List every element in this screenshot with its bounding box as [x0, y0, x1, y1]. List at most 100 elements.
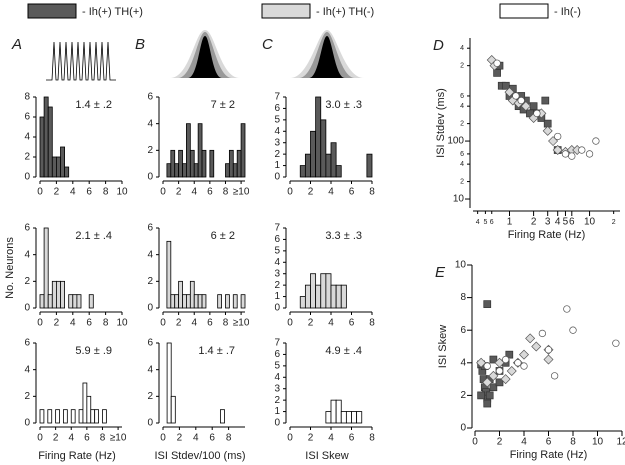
x-tick-label: 6: [86, 318, 92, 329]
bar: [39, 116, 45, 178]
y-tick-label: 3: [274, 137, 280, 148]
x-tick-label: 8: [570, 437, 576, 448]
x-tick-label: 6: [207, 187, 213, 198]
bar: [63, 409, 68, 424]
point: [483, 362, 491, 370]
bar: [225, 294, 230, 309]
point: [501, 81, 510, 90]
y-tick-label: 6: [460, 93, 464, 100]
point: [531, 341, 542, 352]
bar: [225, 163, 230, 178]
x-tick-label: 10: [116, 187, 128, 198]
y-tick-label: 4: [460, 103, 464, 110]
x-tick-label: 4: [555, 217, 561, 228]
x-tick-label: ≥10: [110, 433, 127, 444]
x-tick-label: 6: [86, 187, 92, 198]
bar: [64, 166, 70, 178]
y-tick-label: 1: [274, 160, 280, 171]
bar: [330, 142, 337, 178]
y-tick-label: 6: [147, 338, 153, 349]
x-tick-label: 0: [37, 433, 43, 444]
x-tick-label: 8: [369, 318, 375, 329]
bar: [193, 294, 199, 309]
bar: [228, 149, 234, 178]
bar: [310, 273, 317, 309]
x-axis-label: ISI Skew: [305, 450, 348, 462]
legend-swatch: [27, 3, 77, 19]
y-tick-label: 5: [274, 360, 280, 371]
y-tick-label: 4: [460, 357, 466, 368]
x-tick-label: 10: [592, 437, 604, 448]
x-tick-label: 4: [476, 219, 480, 226]
y-tick-label: 3: [274, 268, 280, 279]
x-tick-label: 5: [483, 219, 487, 226]
point: [525, 333, 536, 344]
bar: [56, 156, 61, 178]
bar: [170, 395, 176, 424]
x-tick-label: 2: [308, 318, 314, 329]
bar: [60, 280, 65, 309]
point: [541, 96, 550, 105]
y-tick-label: 5: [274, 114, 280, 125]
point: [544, 346, 553, 354]
bar: [209, 149, 215, 178]
x-tick-label: 12: [616, 437, 625, 448]
x-tick-label: 6: [546, 437, 552, 448]
point: [542, 125, 553, 136]
x-tick-label: 0: [472, 437, 478, 448]
bar: [47, 409, 53, 424]
annotation: 3.0 ± .3: [325, 99, 362, 111]
x-tick-label: 5: [563, 217, 569, 228]
y-axis-label: No. Neurons: [4, 237, 16, 299]
y-tick-label: 0: [274, 418, 280, 429]
bar: [43, 227, 49, 309]
bar: [325, 411, 332, 424]
point: [569, 326, 577, 334]
point: [489, 383, 498, 392]
bar: [189, 280, 195, 309]
bar: [94, 409, 99, 424]
y-tick-label: 4: [147, 118, 153, 129]
bar: [39, 294, 45, 309]
x-tick-label: 8: [369, 187, 375, 198]
bar: [201, 294, 207, 309]
y-tick-label: 1: [274, 291, 280, 302]
y-tick-label: 100: [447, 136, 464, 147]
y-tick-label: 4: [274, 126, 280, 137]
bar: [325, 273, 332, 309]
y-tick-label: 0: [24, 418, 30, 429]
legend-swatch: [499, 3, 549, 19]
bar: [174, 294, 180, 309]
y-tick-label: 4: [147, 364, 153, 375]
point: [520, 101, 531, 112]
spike-train-icon: [46, 41, 116, 81]
annotation: 3.3 ± .3: [325, 230, 362, 242]
bar: [330, 284, 337, 309]
point: [550, 372, 559, 380]
y-tick-label: 3: [274, 383, 280, 394]
bar: [351, 411, 358, 424]
bar: [201, 149, 207, 178]
bar: [240, 294, 246, 309]
y-tick-label: 2: [460, 62, 464, 69]
bar: [55, 409, 60, 424]
legend-label: - Ih(-): [554, 6, 581, 18]
panel-letter: C: [262, 36, 273, 53]
bar: [310, 130, 317, 178]
panel-letter: A: [11, 36, 22, 53]
bar: [320, 119, 327, 178]
x-tick-label: 8: [226, 433, 232, 444]
x-tick-label: ≥10: [233, 187, 250, 198]
x-tick-label: 4: [191, 187, 197, 198]
x-tick-label: 0: [287, 187, 293, 198]
x-tick-label: 2: [308, 187, 314, 198]
annotation: 2.1 ± .4: [75, 230, 112, 242]
x-axis-label: Firing Rate (Hz): [508, 229, 586, 241]
bar: [325, 153, 332, 178]
x-tick-label: 8: [223, 187, 229, 198]
annotation: 5.9 ± .9: [75, 345, 112, 357]
y-tick-label: 0: [24, 172, 30, 183]
bar: [335, 284, 342, 309]
point: [495, 378, 504, 387]
y-tick-label: 1: [274, 406, 280, 417]
